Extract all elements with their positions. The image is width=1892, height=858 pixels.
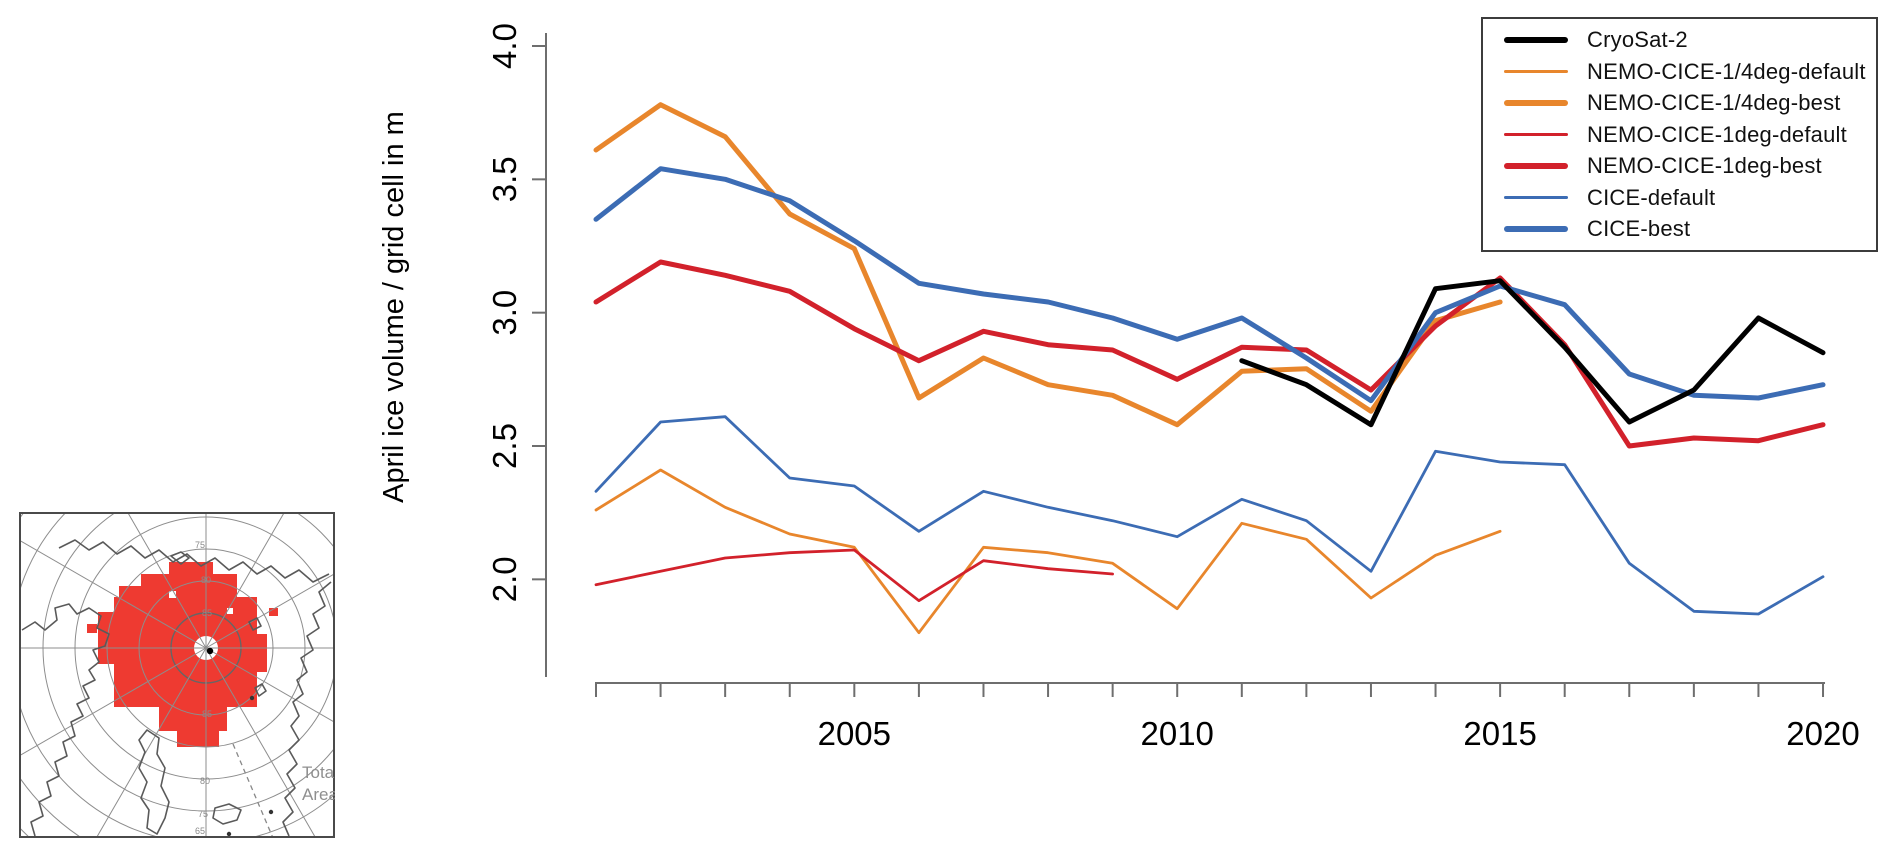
legend-item: CICE-best: [1483, 215, 1876, 244]
map-lat-labels: 75 80 85 85 80 75 65: [195, 540, 212, 836]
map-island-dot: [249, 695, 255, 701]
map-island-dot: [268, 809, 274, 815]
legend-item-label: CryoSat-2: [1587, 27, 1688, 52]
legend-item-label: NEMO-CICE-1deg-best: [1587, 153, 1822, 178]
y-tick-label: 4.0: [486, 23, 523, 69]
series-line-NEMO-CICE-1deg-best: [593, 259, 1826, 449]
x-tick-label: 2020: [1786, 715, 1859, 752]
map-coastlines: [21, 539, 332, 836]
map-lat-label: 75: [195, 540, 205, 550]
legend-line-swatch-icon: [1504, 100, 1568, 106]
legend-line-swatch-icon: [1504, 37, 1568, 43]
legend-item-label: CICE-best: [1587, 216, 1691, 241]
map-lat-label: 65: [195, 826, 205, 836]
map-lat-label: 85: [202, 608, 212, 618]
map-lat-label: 80: [201, 575, 211, 585]
map-total-area-label: Total Area: [302, 763, 335, 804]
legend-item: NEMO-CICE-1deg-best: [1483, 152, 1876, 181]
axes: 2.0 2.5 3.0 3.5 4.0 2005 2010 2015 2020: [486, 23, 1860, 752]
x-tick-label: 2010: [1141, 715, 1214, 752]
y-tick-label: 2.0: [486, 556, 523, 602]
y-tick-label: 3.0: [486, 290, 523, 336]
map-graticule-icon: [21, 514, 333, 836]
inset-map: 75 80 85 85 80 75 65 Total Area: [19, 512, 335, 838]
map-pole-dot: [206, 647, 214, 655]
series-line-NEMO-CICE-1deg-default: [594, 548, 1114, 603]
legend-line-swatch-icon: [1504, 133, 1568, 136]
map-meridian: [205, 574, 333, 649]
map-meridian: [21, 647, 207, 756]
legend-item: CryoSat-2: [1483, 26, 1876, 55]
y-axis-title: April ice volume / grid cell in m: [378, 111, 410, 503]
x-tick-label: 2015: [1463, 715, 1536, 752]
legend-item-label: NEMO-CICE-1/4deg-best: [1587, 90, 1841, 115]
map-lat-label: 75: [198, 809, 208, 819]
legend-line-swatch-icon: [1504, 196, 1568, 199]
legend-item: CICE-default: [1483, 183, 1876, 212]
legend-line-swatch-icon: [1504, 163, 1568, 169]
map-lat-label: 85: [202, 709, 212, 719]
series-line-NEMO-CICE-1/4deg-default: [594, 468, 1502, 635]
legend-item: NEMO-CICE-1/4deg-default: [1483, 57, 1876, 86]
legend-item-label: NEMO-CICE-1deg-default: [1587, 121, 1847, 147]
legend-item: NEMO-CICE-1deg-default: [1483, 120, 1876, 149]
map-meridian: [205, 647, 316, 836]
y-tick-label: 3.5: [486, 156, 523, 202]
map-dashed-meridian: [232, 743, 274, 838]
map-meridian: [96, 647, 207, 836]
map-ice-area: [87, 562, 278, 747]
legend-item-label: NEMO-CICE-1/4deg-default: [1587, 58, 1866, 84]
series-line-NEMO-CICE-1/4deg-best: [593, 102, 1503, 428]
chart-legend: CryoSat-2 NEMO-CICE-1/4deg-default NEMO-CI…: [1481, 17, 1878, 252]
map-border: [19, 512, 335, 838]
legend-line-swatch-icon: [1504, 70, 1568, 73]
map-lat-label: 80: [200, 776, 210, 786]
x-tick-label: 2005: [818, 715, 891, 752]
legend-item-label: CICE-default: [1587, 184, 1716, 210]
map-meridian: [21, 540, 207, 649]
legend-line-swatch-icon: [1504, 226, 1568, 232]
map-meridian: [205, 647, 333, 722]
series-lines: [593, 102, 1826, 635]
map-meridian: [205, 514, 284, 649]
map-island-dot: [226, 831, 232, 837]
series-line-CryoSat-2: [1239, 278, 1826, 428]
y-tick-label: 2.5: [486, 423, 523, 469]
map-meridian: [128, 514, 207, 649]
series-line-CICE-best: [593, 166, 1826, 404]
series-line-CICE-default: [594, 415, 1825, 616]
legend-item: NEMO-CICE-1/4deg-best: [1483, 89, 1876, 118]
